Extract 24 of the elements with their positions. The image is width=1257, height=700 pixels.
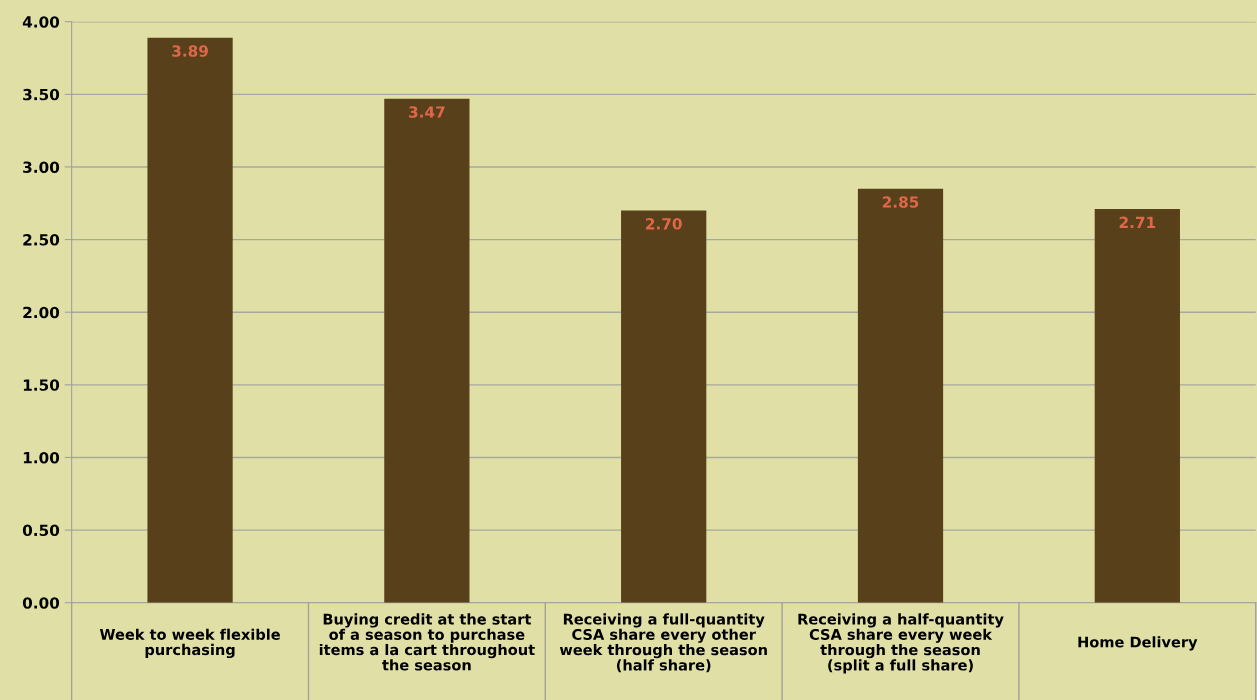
y-tick-label: 2.00 [23, 306, 60, 319]
y-tick-label: 1.00 [23, 451, 60, 464]
bar [857, 188, 944, 603]
y-tick-label: 0.50 [22, 524, 60, 537]
x-tick-label: Home Delivery [1078, 636, 1198, 651]
y-tick-label: 3.50 [23, 88, 60, 101]
data-label: 3.89 [172, 45, 208, 57]
y-tick-label: 1.50 [23, 379, 60, 391]
y-tick-label: 3.00 [23, 161, 60, 173]
y-tick-label: 2.50 [23, 234, 60, 246]
x-tick-label: Week to week flexible purchasing [99, 628, 280, 659]
data-label: 2.70 [646, 218, 682, 230]
bar [384, 98, 470, 603]
data-label: 2.85 [882, 196, 919, 208]
x-tick-label: Receiving a full-quantity CSA share every other week through the season (half share) [559, 613, 767, 673]
x-tick-label: Buying credit at the start of a season to purchase items a la cart throughout the season [319, 613, 535, 671]
data-label: 2.71 [1119, 216, 1156, 228]
y-tick-label: 0.00 [22, 597, 60, 609]
bar [1094, 209, 1180, 603]
bar [621, 210, 707, 603]
y-tick-label: 4.00 [22, 16, 60, 28]
data-label: 3.47 [409, 106, 445, 118]
bar [147, 37, 233, 603]
x-tick-label: Receiving a half-quantity CSA share every week through the season (split a full share) [798, 613, 1004, 674]
